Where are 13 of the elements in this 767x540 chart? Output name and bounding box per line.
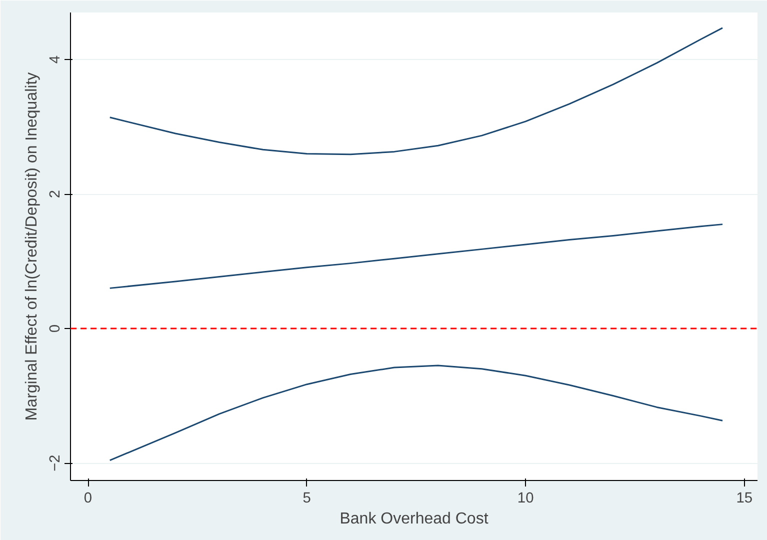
y-tick-label: 4 <box>48 55 64 64</box>
y-tick-label: −2 <box>48 454 64 472</box>
line-series <box>109 27 724 156</box>
x-tick-label: 10 <box>517 490 534 506</box>
line-series <box>109 364 724 462</box>
x-tick-label: 5 <box>302 490 311 506</box>
x-tick-label: 0 <box>84 490 92 506</box>
x-tick-label: 15 <box>736 490 753 506</box>
line-series <box>109 224 724 289</box>
x-axis-title: Bank Overhead Cost <box>340 510 489 528</box>
y-axis-title: Marginal Effect of ln(Credit/Deposit) on Inequality <box>24 72 40 421</box>
y-tick-label: 2 <box>48 190 64 198</box>
y-tick-label: 0 <box>48 324 64 333</box>
